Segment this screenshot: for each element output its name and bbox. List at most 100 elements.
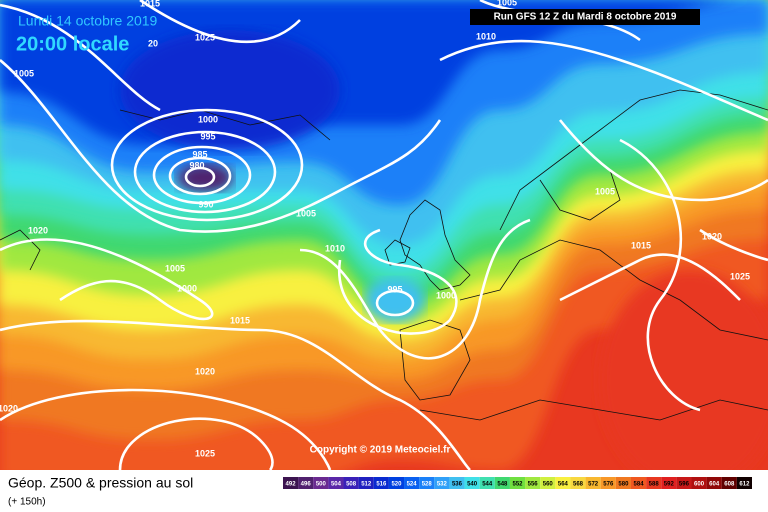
isobar-label: 1025 [730, 271, 750, 281]
copyright: Copyright © 2019 Meteociel.fr [310, 445, 451, 456]
scale-label: 516 [376, 482, 387, 488]
scale-label: 576 [603, 482, 614, 488]
scale-label: 592 [664, 482, 675, 488]
scale-label: 564 [558, 482, 569, 488]
geopotential-field [0, 0, 768, 470]
isobar-label: 1005 [497, 0, 517, 7]
scale-label: 580 [618, 482, 629, 488]
scale-label: 500 [316, 482, 327, 488]
scale-swatch [540, 477, 556, 489]
scale-swatch [494, 477, 510, 489]
scale-swatch [525, 477, 541, 489]
scale-label: 544 [482, 482, 493, 488]
isobar-label: 1015 [631, 240, 651, 250]
scale-label: 532 [437, 482, 448, 488]
scale-label: 612 [739, 482, 750, 488]
scale-swatch [358, 477, 374, 489]
isobar-label: 980 [189, 160, 204, 170]
isobar-label: 1005 [165, 263, 185, 273]
scale-swatch [676, 477, 692, 489]
scale-label: 492 [286, 482, 297, 488]
isobar-label: 995 [200, 131, 215, 141]
isobar-label: 1010 [476, 31, 496, 41]
scale-swatch [313, 477, 329, 489]
scale-label: 504 [331, 482, 342, 488]
scale-swatch [388, 477, 405, 489]
scale-label: 596 [679, 482, 690, 488]
field-band [120, 30, 340, 150]
scale-label: 552 [512, 482, 523, 488]
footer-title: Géop. Z500 & pression au sol [8, 475, 193, 491]
scale-swatch [736, 477, 752, 489]
forecast-time: 20:00 locale [16, 33, 129, 55]
scale-label: 508 [346, 482, 357, 488]
isobar-label: 985 [192, 149, 207, 159]
scale-swatch [661, 477, 677, 489]
isobar-label: 1015 [140, 0, 160, 8]
scale-label: 604 [709, 482, 720, 488]
scale-swatch [373, 477, 389, 489]
run-info: Run GFS 12 Z du Mardi 8 octobre 2019 [494, 12, 677, 23]
scale-label: 524 [407, 482, 418, 488]
isobar-label: 1020 [195, 366, 215, 376]
scale-label: 520 [391, 482, 402, 488]
isobar-label: 1005 [14, 68, 34, 78]
isobar-label: 1000 [177, 283, 197, 293]
scale-swatch [721, 477, 737, 489]
scale-label: 584 [634, 482, 645, 488]
isobar-label: 995 [387, 284, 402, 294]
scale-label: 556 [528, 482, 539, 488]
scale-swatch [479, 477, 495, 489]
isobar-label: 1000 [436, 290, 456, 300]
field-band [600, 270, 768, 470]
scale-swatch [585, 477, 601, 489]
scale-swatch [404, 477, 420, 489]
isobar-label: 1025 [195, 32, 215, 42]
scale-label: 568 [573, 482, 584, 488]
footer-lead: (+ 150h) [8, 497, 46, 508]
scale-swatch [283, 477, 299, 489]
scale-label: 588 [649, 482, 660, 488]
isobar-label: 1000 [198, 114, 218, 124]
isobar-label: 1010 [325, 243, 345, 253]
color-scale: 492 496 500 504 508 512 516 520 524 528 532 536 540 5… [283, 477, 752, 489]
isobar-label: 990 [198, 199, 213, 209]
scale-swatch [464, 477, 480, 489]
scale-label: 548 [497, 482, 508, 488]
run-box [470, 9, 700, 25]
scale-label: 496 [301, 482, 312, 488]
scale-label: 512 [361, 482, 372, 488]
isobar-label: 1005 [296, 208, 316, 218]
scale-swatch [419, 477, 435, 489]
isobars [0, 0, 768, 470]
scale-swatch [328, 477, 344, 489]
scale-label: 540 [467, 482, 478, 488]
scale-swatch [298, 477, 314, 489]
scale-swatch [706, 477, 722, 489]
scale-label: 560 [543, 482, 554, 488]
isobar-label: 1005 [595, 186, 615, 196]
forecast-date: Lundi 14 octobre 2019 [18, 13, 158, 29]
scale-swatch [600, 477, 616, 489]
isobar-label: 20 [148, 38, 158, 48]
scale-swatch [449, 477, 465, 489]
scale-swatch [615, 477, 631, 489]
scale-swatch [691, 477, 707, 489]
scale-label: 600 [694, 482, 705, 488]
scale-swatch [630, 477, 647, 489]
scale-swatch [570, 477, 586, 489]
scale-label: 528 [422, 482, 433, 488]
isobar-label: 1020 [0, 403, 18, 413]
scale-swatch [646, 477, 662, 489]
scale-swatch [555, 477, 571, 489]
scale-swatch [509, 477, 526, 489]
isobar-label: 1025 [195, 448, 215, 458]
scale-swatch [434, 477, 450, 489]
scale-label: 536 [452, 482, 463, 488]
scale-swatch [343, 477, 359, 489]
isobar-label: 1020 [28, 225, 48, 235]
isobar-label: 1015 [230, 315, 250, 325]
isobar-label: 1020 [702, 231, 722, 241]
